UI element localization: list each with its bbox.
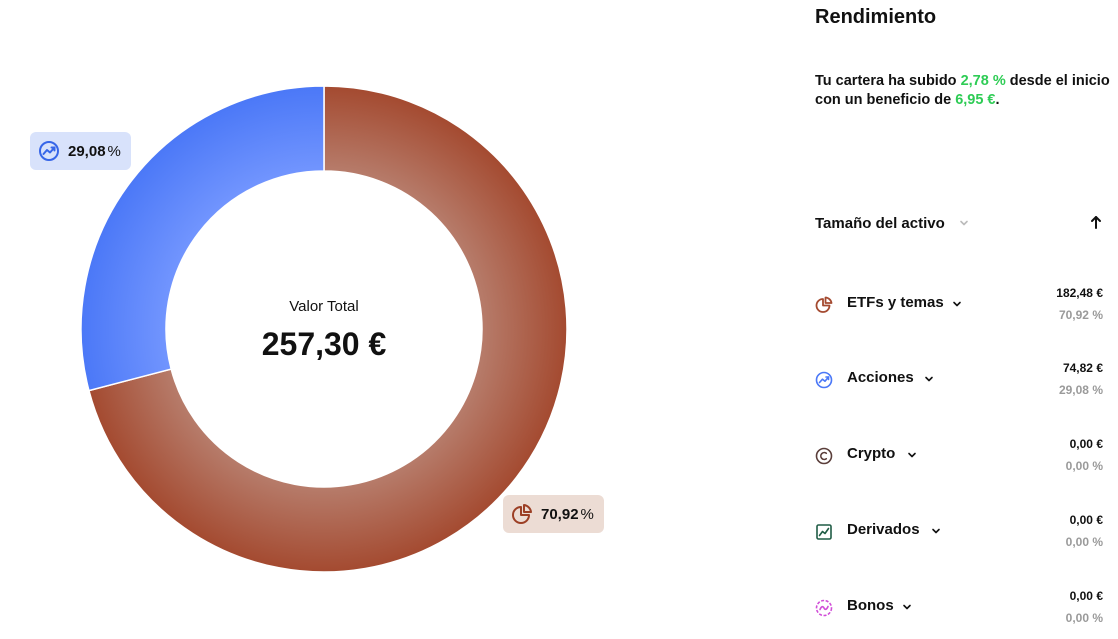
pie-chart-icon <box>511 503 533 525</box>
stock-trend-icon <box>38 140 60 162</box>
asset-row-crypto[interactable]: Crypto 0,00 € 0,00 % <box>815 437 1103 487</box>
crypto-icon <box>815 447 833 465</box>
slice-label-acciones: 29,08% <box>30 132 131 170</box>
chevron-down-icon[interactable] <box>952 299 962 309</box>
asset-name[interactable]: Acciones <box>847 369 914 386</box>
asset-value: 182,48 € <box>1056 286 1103 300</box>
asset-percent: 70,92 % <box>1058 308 1103 322</box>
asset-value: 0,00 € <box>1069 513 1103 527</box>
arrow-up-icon[interactable] <box>1089 214 1103 232</box>
sort-label[interactable]: Tamaño del activo <box>815 215 945 232</box>
asset-row-bonos[interactable]: Bonos 0,00 € 0,00 % <box>815 589 1103 639</box>
chevron-down-icon[interactable] <box>931 526 941 536</box>
performance-middle: desde el inicio con un beneficio de <box>815 73 1110 108</box>
asset-percent: 29,08 % <box>1058 383 1103 397</box>
asset-name[interactable]: Derivados <box>847 521 920 538</box>
asset-value: 74,82 € <box>1062 361 1103 375</box>
donut-chart <box>80 85 568 573</box>
performance-summary: Tu cartera ha subido 2,78 % desde el ini… <box>815 72 1115 110</box>
performance-profit: 6,95 € <box>955 92 996 108</box>
asset-percent: 0,00 % <box>1065 535 1103 549</box>
panel-title: Rendimiento <box>815 6 937 28</box>
chevron-down-icon[interactable] <box>907 450 917 460</box>
asset-row-etfs[interactable]: ETFs y temas 182,48 € 70,92 % <box>815 286 1103 336</box>
percent-symbol: % <box>580 505 594 523</box>
slice-label-value: 29,08 <box>68 142 106 160</box>
sort-selector[interactable]: Tamaño del activo <box>815 214 1103 236</box>
slice-acciones[interactable] <box>80 85 325 392</box>
bonds-icon <box>815 599 833 617</box>
slice-label-etfs: 70,92% <box>503 495 604 533</box>
percent-symbol: % <box>107 142 121 160</box>
chevron-down-icon[interactable] <box>924 374 934 384</box>
asset-percent: 0,00 % <box>1065 459 1103 473</box>
asset-row-derivados[interactable]: Derivados 0,00 € 0,00 % <box>815 513 1103 563</box>
asset-name[interactable]: Crypto <box>847 445 896 462</box>
asset-value: 0,00 € <box>1069 589 1103 603</box>
chevron-down-icon[interactable] <box>902 602 912 612</box>
performance-change: 2,78 % <box>960 73 1006 89</box>
chevron-down-icon[interactable] <box>957 216 971 230</box>
slice-etfs-y-temas[interactable] <box>88 85 568 573</box>
stock-trend-icon <box>815 371 833 389</box>
asset-name[interactable]: Bonos <box>847 597 894 614</box>
pie-chart-icon <box>815 296 833 313</box>
asset-name[interactable]: ETFs y temas <box>847 294 944 311</box>
slice-label-value: 70,92 <box>541 505 579 523</box>
asset-value: 0,00 € <box>1069 437 1103 451</box>
performance-prefix: Tu cartera ha subido <box>815 73 961 89</box>
asset-percent: 0,00 % <box>1065 611 1103 625</box>
asset-row-acciones[interactable]: Acciones 74,82 € 29,08 % <box>815 361 1103 411</box>
derivatives-chart-icon <box>816 524 832 540</box>
performance-suffix: . <box>995 92 1000 108</box>
donut-center-label: Valor Total <box>289 298 359 315</box>
total-value: 257,30 € <box>261 326 387 362</box>
